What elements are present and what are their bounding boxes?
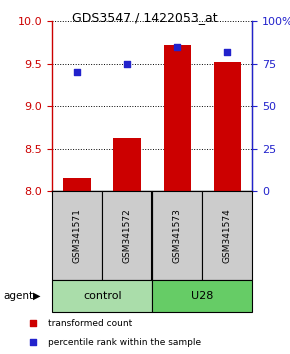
Text: GSM341571: GSM341571 xyxy=(73,208,82,263)
Text: GDS3547 / 1422053_at: GDS3547 / 1422053_at xyxy=(72,11,218,24)
Bar xyxy=(213,62,241,191)
Text: control: control xyxy=(83,291,122,301)
Text: percentile rank within the sample: percentile rank within the sample xyxy=(48,338,201,347)
Bar xyxy=(52,280,152,312)
Point xyxy=(125,61,130,67)
Text: GSM341574: GSM341574 xyxy=(223,208,232,263)
Point xyxy=(225,49,230,55)
Bar xyxy=(164,45,191,191)
Text: U28: U28 xyxy=(191,291,213,301)
Text: ▶: ▶ xyxy=(33,291,41,301)
Bar xyxy=(52,191,102,280)
Point xyxy=(231,52,236,58)
Text: transformed count: transformed count xyxy=(48,319,132,328)
Point xyxy=(75,69,79,75)
Text: GSM341572: GSM341572 xyxy=(123,208,132,263)
Text: agent: agent xyxy=(3,291,33,301)
Bar xyxy=(64,178,91,191)
Bar xyxy=(202,191,252,280)
Point xyxy=(231,222,236,228)
Bar xyxy=(152,191,202,280)
Text: GSM341573: GSM341573 xyxy=(173,208,182,263)
Bar xyxy=(113,138,141,191)
Point xyxy=(175,44,180,50)
Bar xyxy=(152,280,252,312)
Bar xyxy=(102,191,152,280)
